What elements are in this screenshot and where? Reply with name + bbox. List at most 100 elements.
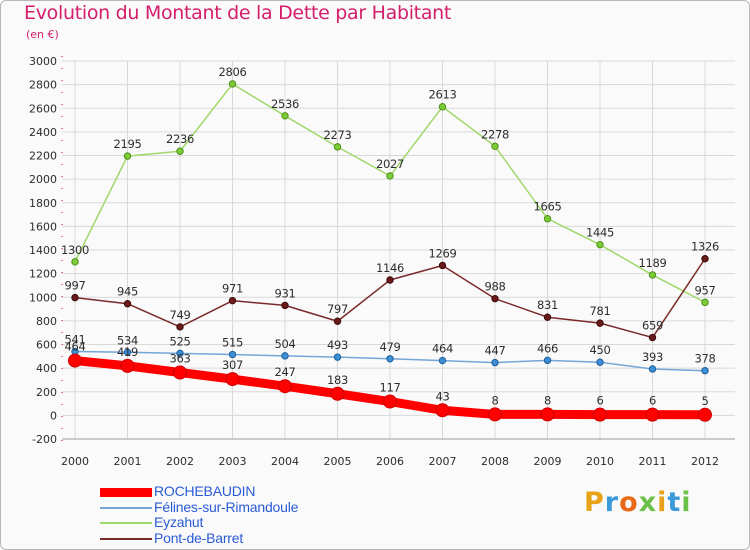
data-label: 1445 — [586, 226, 614, 240]
data-label: 957 — [694, 283, 715, 297]
data-label: 997 — [64, 279, 85, 293]
series-rochebaudin — [68, 353, 712, 422]
data-label: 464 — [432, 342, 453, 356]
data-label: 831 — [537, 298, 558, 312]
x-tick-label: 2006 — [376, 455, 404, 468]
y-tick-label: 0 — [50, 409, 57, 422]
data-label: 8 — [491, 393, 498, 407]
data-point — [228, 80, 237, 88]
data-point — [386, 172, 394, 180]
data-label: 2027 — [376, 157, 404, 171]
data-point — [281, 352, 289, 360]
data-label: 659 — [642, 319, 663, 333]
y-tick-label: 2600 — [29, 102, 57, 115]
data-point — [540, 407, 555, 422]
data-label: 534 — [117, 333, 138, 347]
data-point — [701, 367, 709, 375]
data-point — [438, 103, 447, 111]
data-label: 1300 — [61, 243, 89, 257]
y-tick-label: 2400 — [29, 126, 57, 139]
data-label: 931 — [274, 286, 295, 300]
data-label: 183 — [327, 373, 348, 387]
legend-label: ROCHEBAUDIN — [154, 483, 256, 499]
data-label: 2806 — [218, 65, 246, 79]
data-label: 419 — [117, 345, 138, 359]
y-tick-label: 400 — [36, 362, 57, 375]
data-point — [488, 407, 502, 422]
x-tick-label: 2009 — [534, 455, 562, 468]
data-point — [278, 379, 292, 394]
data-label: 493 — [327, 338, 348, 352]
logo-letter: r — [604, 487, 620, 518]
data-label: 1665 — [533, 200, 561, 214]
data-label: 6 — [596, 394, 603, 408]
x-tick-label: 2004 — [271, 455, 299, 468]
data-point — [491, 294, 499, 303]
data-label: 6 — [649, 394, 656, 408]
y-tick-label: 600 — [36, 339, 57, 352]
data-point — [386, 355, 394, 363]
data-label: 307 — [222, 358, 243, 372]
legend-swatch — [100, 506, 152, 509]
data-point — [176, 323, 184, 331]
legend-swatch — [100, 487, 152, 497]
data-label: 43 — [435, 389, 449, 403]
data-label: 2273 — [323, 128, 351, 142]
data-point — [228, 296, 237, 305]
data-point — [701, 298, 709, 307]
data-point — [176, 147, 184, 155]
data-label: 363 — [169, 351, 190, 365]
data-label: 781 — [589, 304, 610, 318]
y-tick-label: 2000 — [29, 173, 57, 186]
data-label: 450 — [589, 343, 610, 357]
data-label: 1146 — [376, 261, 404, 275]
data-label: 515 — [222, 336, 243, 350]
data-point — [701, 255, 709, 263]
y-tick-label: 1400 — [29, 244, 57, 257]
data-point — [383, 394, 397, 409]
x-tick-label: 2008 — [481, 455, 509, 468]
data-point — [71, 258, 79, 266]
data-label: 988 — [484, 280, 505, 294]
x-tick-label: 2005 — [324, 455, 352, 468]
data-label: 464 — [64, 340, 85, 354]
data-point — [491, 358, 499, 367]
data-label: 797 — [327, 302, 348, 316]
series-pont-de-barret — [71, 255, 709, 342]
series-eyzahut — [71, 80, 709, 307]
data-point — [648, 365, 657, 373]
x-tick-label: 2011 — [639, 455, 667, 468]
data-point — [596, 358, 604, 366]
data-label: 447 — [484, 344, 505, 358]
data-label: 2536 — [271, 97, 299, 111]
data-point — [438, 261, 447, 270]
x-tick-label: 2007 — [429, 455, 457, 468]
data-point — [593, 407, 607, 422]
y-tick-label: 1600 — [29, 220, 57, 233]
data-label: 117 — [379, 381, 400, 395]
data-label: 1326 — [691, 240, 719, 254]
data-point — [281, 301, 289, 310]
x-tick-label: 2002 — [166, 455, 194, 468]
logo-letter: i — [657, 487, 668, 518]
logo-letter: o — [619, 487, 639, 518]
y-tick-label: 1200 — [29, 268, 57, 281]
data-label: 2236 — [166, 132, 194, 146]
x-tick-label: 2001 — [114, 455, 142, 468]
data-label: 2613 — [428, 88, 456, 102]
data-label: 945 — [117, 285, 138, 299]
y-tick-label: 3000 — [29, 55, 57, 68]
data-label: 525 — [169, 334, 190, 348]
data-label: 393 — [642, 350, 663, 364]
data-point — [491, 142, 499, 150]
legend-label: Pont-de-Barret — [154, 529, 244, 546]
data-point — [123, 152, 132, 160]
proxiti-logo: Proxiti — [584, 487, 692, 518]
data-label: 541 — [64, 332, 85, 346]
data-point — [648, 333, 657, 342]
data-point — [333, 353, 342, 361]
logo-letter: i — [681, 487, 692, 518]
data-point — [173, 365, 187, 380]
chart-title: Evolution du Montant de la Dette par Hab… — [24, 2, 452, 24]
series-f-lines-sur-rimandoule — [71, 347, 709, 375]
